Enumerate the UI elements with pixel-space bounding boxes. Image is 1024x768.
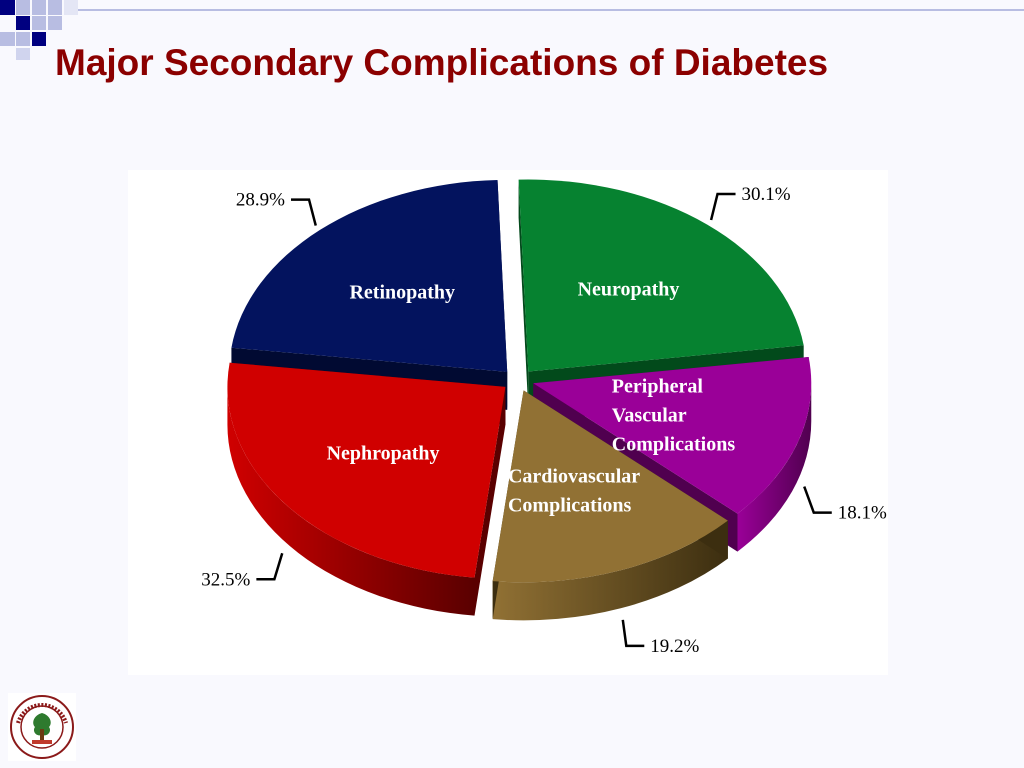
value-label-neuropathy: 30.1%	[742, 184, 791, 205]
chart-panel: Neuropathy Peripheral Vascular Complication…	[128, 170, 888, 675]
slice-top-peripheral-vascular-complications	[533, 357, 812, 514]
university-logo	[8, 693, 76, 761]
corner-decoration	[0, 0, 1024, 60]
slice-side-peripheral-vascular-complications	[737, 383, 812, 552]
leader-line-peripheral-vascular-complications	[803, 486, 832, 514]
leader-line-retinopathy	[291, 198, 317, 226]
slice-label-nephropathy: Nephropathy	[327, 442, 440, 464]
slice-top-cardiovascular-complications	[492, 390, 728, 583]
value-label-cardiovascular-complications: 19.2%	[650, 636, 699, 657]
slice-side-nephropathy	[227, 386, 475, 616]
slice-cardiovascular-complications	[492, 390, 728, 621]
pie-chart: Neuropathy Peripheral Vascular Complication…	[201, 179, 887, 657]
value-label-peripheral-vascular-complications: 18.1%	[838, 503, 887, 524]
slice-nephropathy	[227, 362, 506, 616]
slide-title: Major Secondary Complications of Diabete…	[55, 42, 829, 83]
slice-side-cardiovascular-complications	[492, 520, 728, 621]
value-label-retinopathy: 28.9%	[236, 190, 285, 211]
leader-line-nephropathy	[256, 552, 284, 581]
slice-label-cardiovascular-complications: Cardiovascular Complications	[508, 466, 640, 517]
slice-top-neuropathy	[518, 179, 804, 372]
slice-wall-nephropathy	[474, 386, 506, 616]
leader-line-neuropathy	[709, 192, 736, 221]
slice-label-neuropathy: Neuropathy	[578, 278, 680, 300]
slice-label-peripheral-vascular-complications: Peripheral Vascular Complications	[612, 376, 736, 456]
leader-line-cardiovascular-complications	[621, 619, 645, 648]
slice-top-retinopathy	[231, 179, 508, 372]
slice-top-nephropathy	[227, 362, 506, 578]
slice-wall-neuropathy	[518, 179, 529, 410]
value-label-nephropathy: 32.5%	[201, 569, 250, 590]
slice-label-retinopathy: Retinopathy	[349, 281, 455, 303]
